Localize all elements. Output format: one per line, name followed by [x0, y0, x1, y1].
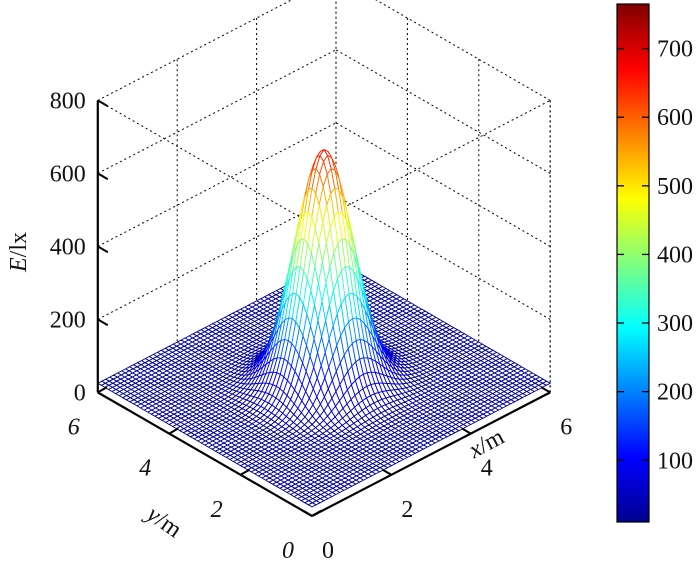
- y-tick: [97, 386, 108, 394]
- x-tick: [461, 427, 472, 435]
- surface-mesh: [97, 149, 551, 508]
- z-tick-label: 0: [74, 380, 86, 406]
- surface-cell: [307, 502, 317, 508]
- x-tick-label: 4: [481, 456, 493, 482]
- y-tick: [240, 468, 251, 476]
- z-tick: [97, 318, 109, 327]
- colorbar-tick-label: 700: [657, 37, 693, 63]
- colorbar-tick-label: 500: [657, 174, 693, 200]
- x-tick-label: 6: [560, 414, 572, 440]
- box-edge: [97, 99, 313, 225]
- z-tick: [97, 172, 109, 181]
- y-tick: [168, 427, 179, 435]
- y-tick-label: 6: [68, 414, 80, 440]
- z-tick-label: 800: [50, 88, 86, 114]
- x-axis-line: [311, 391, 551, 517]
- y-axis-label: y/m: [140, 500, 186, 543]
- z-tick-label: 600: [50, 161, 86, 187]
- colorbar-ticks: 100 200 300 400 500 600 700: [617, 37, 693, 474]
- y-axis-line: [97, 391, 313, 517]
- y-tick-label: 4: [139, 456, 151, 482]
- z-axis-label: E/lx: [6, 232, 32, 273]
- gridline: [335, 195, 551, 320]
- gridline: [375, 0, 551, 101]
- gridline: [335, 122, 551, 247]
- y-tick: [311, 509, 322, 517]
- gridline: [335, 49, 551, 174]
- x-tick-label: 2: [401, 497, 413, 523]
- z-tick: [97, 99, 109, 108]
- colorbar-tick-label: 400: [657, 242, 693, 268]
- gridline: [97, 49, 337, 174]
- box-edge: [311, 99, 551, 225]
- tick-labels: 0 200 400 600 800 0 2 4 6 0 2 4 6: [50, 88, 572, 564]
- x-tick: [381, 468, 392, 476]
- z-tick-label: 200: [50, 307, 86, 333]
- x-axis-label: x/m: [464, 424, 509, 464]
- y-tick-label: 2: [211, 497, 223, 523]
- x-tick: [302, 509, 313, 517]
- colorbar-tick-label: 200: [657, 380, 693, 406]
- colorbar: [616, 3, 650, 523]
- z-tick: [97, 391, 109, 400]
- gridline: [97, 0, 293, 101]
- colorbar-tick-label: 300: [657, 311, 693, 337]
- y-tick-label: 0: [282, 538, 294, 564]
- colorbar-tick-label: 100: [657, 448, 693, 474]
- z-tick: [97, 245, 109, 254]
- z-tick-label: 400: [50, 234, 86, 260]
- colorbar-tick-label: 600: [657, 105, 693, 131]
- x-tick: [540, 386, 551, 394]
- x-tick-label: 0: [322, 538, 334, 564]
